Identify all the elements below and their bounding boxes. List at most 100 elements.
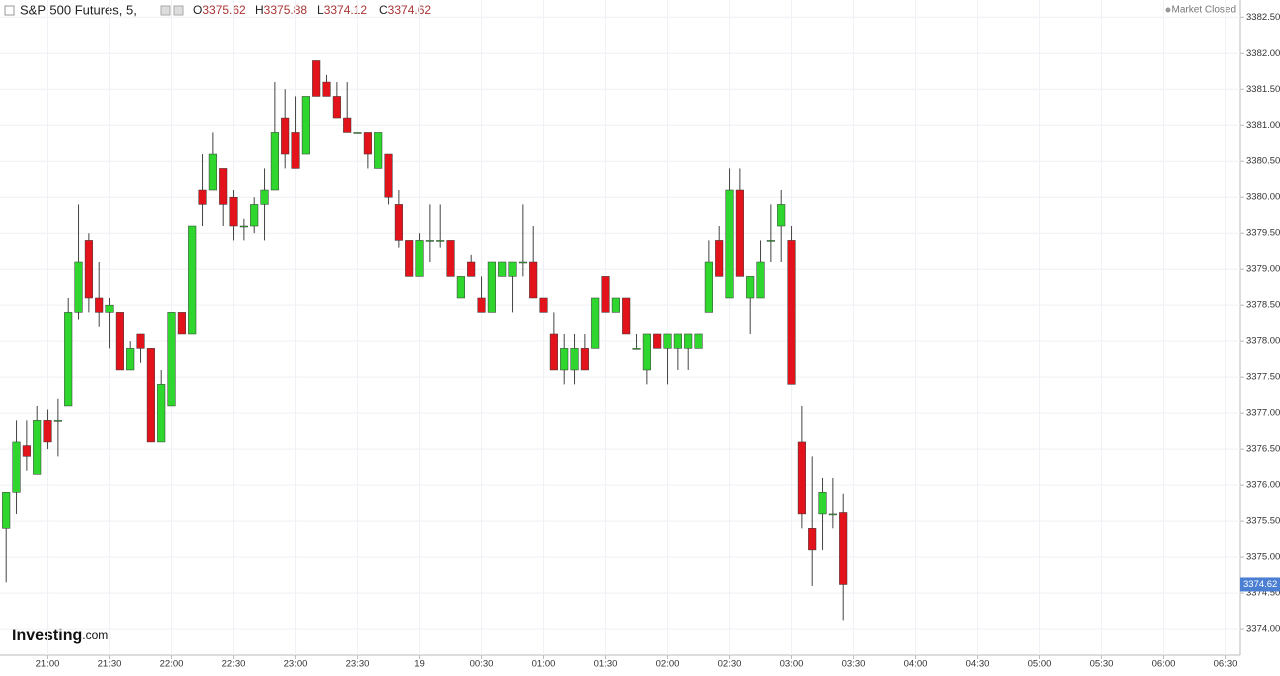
x-tick-label: 19 xyxy=(414,659,425,670)
x-tick-label: 05:00 xyxy=(1028,659,1052,670)
candle-body xyxy=(43,420,52,443)
y-tick-label: 3381.00 xyxy=(1246,120,1280,131)
candle-body xyxy=(436,240,445,242)
y-tick-label: 3374.00 xyxy=(1246,624,1280,635)
y-tick-label: 3379.50 xyxy=(1246,228,1280,239)
candle-body xyxy=(560,348,569,371)
x-tick-label: 02:00 xyxy=(656,659,680,670)
candle-body xyxy=(580,348,589,371)
candle-body xyxy=(343,117,352,133)
candle-body xyxy=(766,240,775,242)
x-tick-label: 04:00 xyxy=(904,659,928,670)
x-tick-label: 01:00 xyxy=(532,659,556,670)
y-tick-label: 3378.50 xyxy=(1246,300,1280,311)
y-tick-label: 3380.00 xyxy=(1246,192,1280,203)
candle-body xyxy=(291,132,300,169)
candle-body xyxy=(208,153,217,191)
candle-body xyxy=(570,348,579,371)
ohlc-value: 3374.62 xyxy=(388,3,432,17)
candle-body xyxy=(64,312,73,407)
candle-body xyxy=(312,60,321,97)
candle-body xyxy=(198,189,207,205)
candle-body xyxy=(632,348,641,350)
header: S&P 500 Futures, 5, O3375.62 H3375.88 L337… xyxy=(4,2,1236,17)
x-tick-label: 04:30 xyxy=(966,659,990,670)
candle-body xyxy=(539,297,548,313)
x-tick-label: 06:00 xyxy=(1152,659,1176,670)
candle-body xyxy=(22,445,31,457)
candle-body xyxy=(374,132,383,169)
x-tick-label: 22:30 xyxy=(222,659,246,670)
ohlc-value: 3375.62 xyxy=(202,3,246,17)
ohlc-item: H3375.88 xyxy=(255,3,307,17)
x-tick-label: 00:30 xyxy=(470,659,494,670)
last-price-tag xyxy=(1240,577,1280,592)
candle-body xyxy=(797,441,806,515)
candle-body xyxy=(394,204,403,241)
candle-body xyxy=(828,513,837,516)
ohlc-value: 3375.88 xyxy=(264,3,308,17)
candle-body xyxy=(301,96,310,155)
candle-body xyxy=(735,189,744,277)
candle-body xyxy=(177,312,186,335)
candle-body xyxy=(74,261,83,313)
candle-body xyxy=(787,240,796,385)
candle-body xyxy=(456,276,465,299)
ohlc-key: H xyxy=(255,3,264,17)
candle-body xyxy=(704,261,713,313)
brand-suffix: .com xyxy=(82,628,108,642)
candle-body xyxy=(498,261,507,277)
y-tick-label: 3375.50 xyxy=(1246,516,1280,527)
candle-body xyxy=(2,492,11,529)
candle-body xyxy=(250,204,259,227)
candle-body xyxy=(105,304,114,313)
collapse-icon[interactable] xyxy=(4,5,15,16)
candle-body xyxy=(270,132,279,191)
candle-body xyxy=(84,240,93,299)
candle-body xyxy=(653,333,662,349)
close-icon[interactable] xyxy=(173,5,184,16)
settings-icon[interactable] xyxy=(160,5,171,16)
y-tick-label: 3380.50 xyxy=(1246,156,1280,167)
y-tick-label: 3382.50 xyxy=(1246,12,1280,23)
y-tick-label: 3377.00 xyxy=(1246,408,1280,419)
candle-body xyxy=(167,312,176,407)
candle-body xyxy=(146,348,155,443)
status-dot xyxy=(1165,7,1171,13)
ohlc-key: O xyxy=(193,3,202,17)
candle-body xyxy=(12,441,21,493)
candle-body xyxy=(126,348,135,371)
ohlc-value: 3374.12 xyxy=(324,3,368,17)
candle-body xyxy=(611,297,620,313)
ohlc-key: L xyxy=(317,3,324,17)
x-tick-label: 23:00 xyxy=(284,659,308,670)
candles xyxy=(2,60,848,621)
candle-body xyxy=(549,333,558,371)
candle-body xyxy=(839,512,848,585)
candle-body xyxy=(673,333,682,349)
x-tick-label: 23:30 xyxy=(346,659,370,670)
y-tick-label: 3376.00 xyxy=(1246,480,1280,491)
ohlc-item: C3374.62 xyxy=(379,3,431,17)
x-tick-label: 21:00 xyxy=(36,659,60,670)
candle-body xyxy=(281,117,290,155)
y-tick-label: 3378.00 xyxy=(1246,336,1280,347)
candle-body xyxy=(188,225,197,335)
y-tick-label: 3381.50 xyxy=(1246,84,1280,95)
candle-body xyxy=(818,492,827,515)
last-price-label: 3374.62 xyxy=(1243,579,1277,590)
ohlc-item: L3374.12 xyxy=(317,3,367,17)
candle-body xyxy=(591,297,600,349)
ohlc-key: C xyxy=(379,3,388,17)
y-tick-label: 3377.50 xyxy=(1246,372,1280,383)
candle-body xyxy=(157,384,166,443)
candle-body xyxy=(694,333,703,349)
y-tick-label: 3376.50 xyxy=(1246,444,1280,455)
candle-body xyxy=(777,204,786,227)
candle-body xyxy=(684,333,693,349)
candle-body xyxy=(529,261,538,299)
candle-body xyxy=(642,333,651,371)
